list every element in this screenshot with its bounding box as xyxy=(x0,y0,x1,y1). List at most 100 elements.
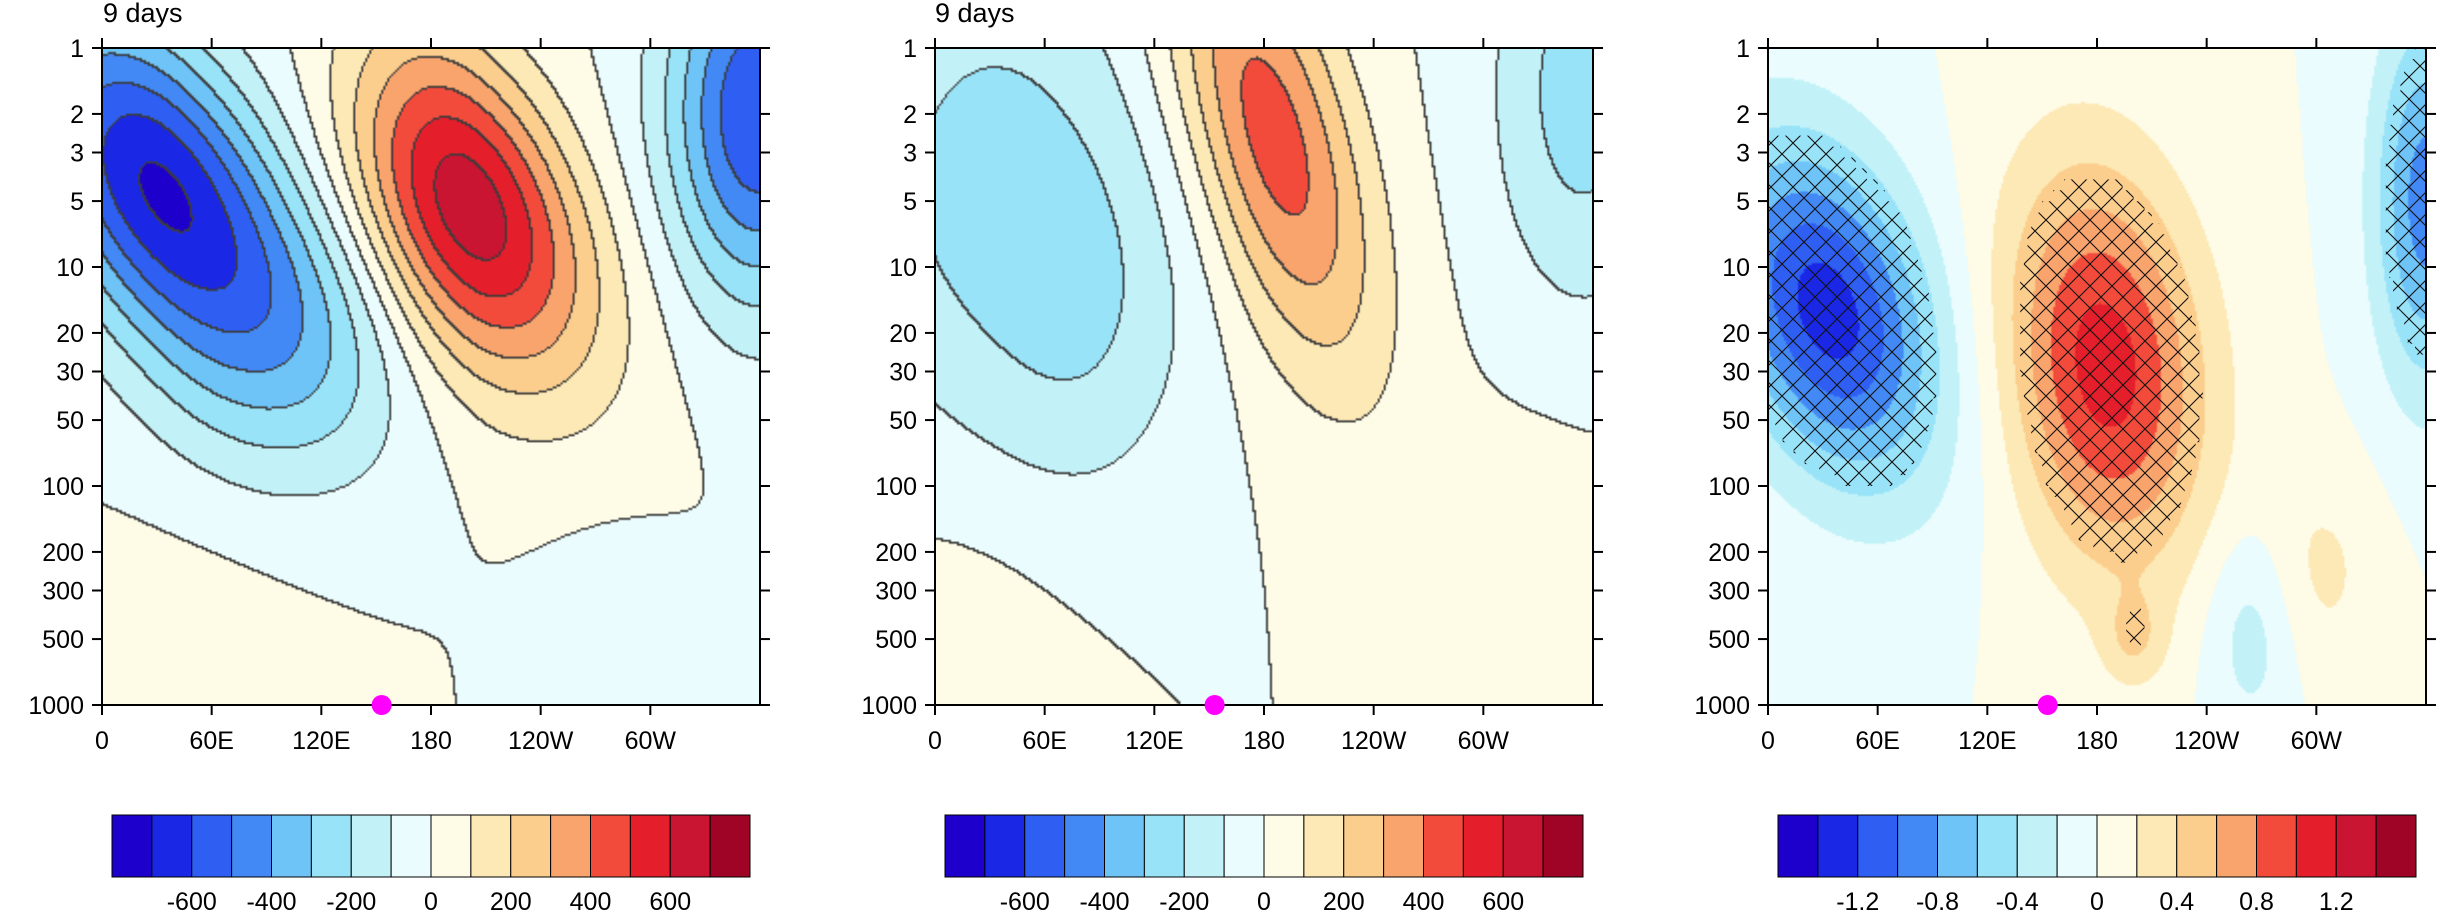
panel-2: 9 days 0 60E 120E 180 120W 60W 1 2 3 5 10 20 30 50 10… xyxy=(861,0,1603,916)
panel-3-y-tick-label: 3 xyxy=(1736,139,1750,167)
panel-1-colorbar-swatch xyxy=(669,814,711,878)
panel-1-colorbar-swatch xyxy=(111,814,153,878)
panel-3-colorbar-swatch xyxy=(2176,814,2218,878)
panel-3-colorbar-swatch xyxy=(1937,814,1978,878)
panel-1-y-tick-label: 30 xyxy=(56,358,84,386)
panel-3-colorbar-swatch xyxy=(2016,814,2058,878)
panel-1-colorbar-swatch xyxy=(390,814,432,878)
panel-1-x-tick-label: 120E xyxy=(292,727,350,755)
panel-2-colorbar-swatch xyxy=(1223,814,1265,878)
panel-3-y-tick-label: 50 xyxy=(1722,407,1750,435)
panel-1-colorbar-label: -600 xyxy=(167,888,217,916)
panel-2-colorbar-swatch xyxy=(1423,814,1464,878)
panel-3-colorbar-swatch xyxy=(2295,814,2337,878)
panel-2-y-tick-label: 300 xyxy=(875,577,917,605)
panel-2-colorbar-swatch xyxy=(1542,814,1584,878)
panel-2-y-tick-label: 500 xyxy=(875,626,917,654)
panel-1-plot-frame xyxy=(101,47,761,706)
panel-2-location-marker xyxy=(1204,695,1225,715)
panel-3-colorbar-swatch xyxy=(1817,814,1859,878)
panel-1-title: 9 days xyxy=(103,0,183,28)
panel-2-colorbar-label: 200 xyxy=(1323,888,1365,916)
panel-2-y-tick-label: 2 xyxy=(903,101,917,129)
panel-3-colorbar-label: 0 xyxy=(2090,888,2104,916)
panel-2-y-tick-label: 1000 xyxy=(861,692,917,720)
panel-3-significance-hatching xyxy=(1768,48,2426,651)
panel-2-colorbar-label: -600 xyxy=(1000,888,1050,916)
panel-1-y-tick-label: 200 xyxy=(42,539,84,567)
panel-3-colorbar-swatch xyxy=(2375,814,2417,878)
panel-1-colorbar-swatch xyxy=(350,814,392,878)
panel-3-x-tick-label: 60W xyxy=(2291,727,2343,755)
panel-2-colorbar-swatch xyxy=(1064,814,1105,878)
panel-3-colorbar-swatch xyxy=(1976,814,2018,878)
panel-3-x-ticks: 0 60E 120E 180 120W 60W xyxy=(1761,38,2342,755)
panel-3-y-tick-label: 5 xyxy=(1736,188,1750,216)
panel-1-colorbar-swatch xyxy=(430,814,472,878)
panel-2-colorbar-swatch xyxy=(1024,814,1066,878)
panel-2-plot-frame xyxy=(934,47,1594,706)
panel-1-x-tick-label: 60W xyxy=(625,727,677,755)
panel-1-colorbar-label: -200 xyxy=(326,888,376,916)
panel-1-colorbar-label: 0 xyxy=(424,888,438,916)
panel-1: 9 days 0 60E 120E 180 120W 60W 1 2 3 5 10 20 30 50 10… xyxy=(28,0,770,916)
panel-1-x-tick-label: 60E xyxy=(189,727,233,755)
panel-3-x-tick-label: 120E xyxy=(1958,727,2016,755)
panel-1-colorbar-swatch xyxy=(310,814,352,878)
panel-1-y-tick-label: 1000 xyxy=(28,692,84,720)
panel-2-colorbar-swatch xyxy=(1303,814,1345,878)
panel-1-colorbar-label: 600 xyxy=(649,888,691,916)
panel-1-x-tick-label: 180 xyxy=(410,727,452,755)
panel-2-y-tick-label: 100 xyxy=(875,473,917,501)
panel-2-y-tick-label: 30 xyxy=(889,358,917,386)
panel-3-x-tick-label: 0 xyxy=(1761,727,1775,755)
panel-1-colorbar-swatch xyxy=(629,814,671,878)
panel-1-colorbar-swatch xyxy=(231,814,272,878)
panel-3-y-ticks: 1 2 3 5 10 20 30 50 100 200 300 500 1000 xyxy=(1694,35,2436,720)
panel-2-colorbar-swatch xyxy=(1143,814,1185,878)
panel-3-x-tick-label: 60E xyxy=(1855,727,1899,755)
panel-3-y-tick-label: 1 xyxy=(1736,35,1750,63)
panel-3-y-tick-label: 30 xyxy=(1722,358,1750,386)
panel-1-colorbar-label: 200 xyxy=(490,888,532,916)
panel-1-colorbar-label: 400 xyxy=(570,888,612,916)
panel-1-colorbar-swatch xyxy=(510,814,552,878)
panel-1-colorbar-swatch xyxy=(470,814,512,878)
panel-1-x-tick-label: 120W xyxy=(508,727,574,755)
panel-1-x-ticks: 0 60E 120E 180 120W 60W xyxy=(95,38,676,755)
panel-1-y-tick-label: 20 xyxy=(56,320,84,348)
panel-1-colorbar-swatch xyxy=(590,814,631,878)
panel-2-colorbar-swatch xyxy=(1104,814,1145,878)
panel-2-y-tick-label: 3 xyxy=(903,139,917,167)
panel-1-colorbar-swatch xyxy=(151,814,193,878)
panel-3-colorbar-swatch xyxy=(2096,814,2138,878)
panel-2-colorbar-swatch xyxy=(1183,814,1225,878)
panel-1-y-tick-label: 50 xyxy=(56,407,84,435)
panel-3-location-marker xyxy=(2037,695,2058,715)
panel-2-colorbar-swatch xyxy=(1502,814,1544,878)
panel-3-y-tick-label: 1000 xyxy=(1694,692,1750,720)
panel-3-y-tick-label: 500 xyxy=(1708,626,1750,654)
panel-2-x-tick-label: 120W xyxy=(1341,727,1407,755)
panel-3-colorbar-label: 1.2 xyxy=(2319,888,2354,916)
panel-1-colorbar-label: -400 xyxy=(246,888,296,916)
panel-3-colorbar-swatch xyxy=(1897,814,1938,878)
panel-1-plot-field xyxy=(102,48,760,705)
panel-2-colorbar-swatch xyxy=(1263,814,1305,878)
panel-3-colorbar-swatch xyxy=(2056,814,2098,878)
panel-2-colorbar-label: 400 xyxy=(1403,888,1445,916)
panel-2-x-tick-label: 120E xyxy=(1125,727,1183,755)
panel-2-colorbar-label: -400 xyxy=(1079,888,1129,916)
panel-3-y-tick-label: 2 xyxy=(1736,101,1750,129)
panel-3-colorbar-swatch xyxy=(2216,814,2257,878)
panel-1-y-tick-label: 10 xyxy=(56,254,84,282)
panel-1-y-tick-label: 5 xyxy=(70,188,84,216)
panel-3-colorbar-label: 0.8 xyxy=(2239,888,2274,916)
panel-2-y-tick-label: 50 xyxy=(889,407,917,435)
panel-3-colorbar-label: -1.2 xyxy=(1836,888,1879,916)
panel-1-y-tick-label: 1 xyxy=(70,35,84,63)
panel-2-y-tick-label: 200 xyxy=(875,539,917,567)
panel-2-colorbar-label: 600 xyxy=(1482,888,1524,916)
panel-3-y-tick-label: 10 xyxy=(1722,254,1750,282)
